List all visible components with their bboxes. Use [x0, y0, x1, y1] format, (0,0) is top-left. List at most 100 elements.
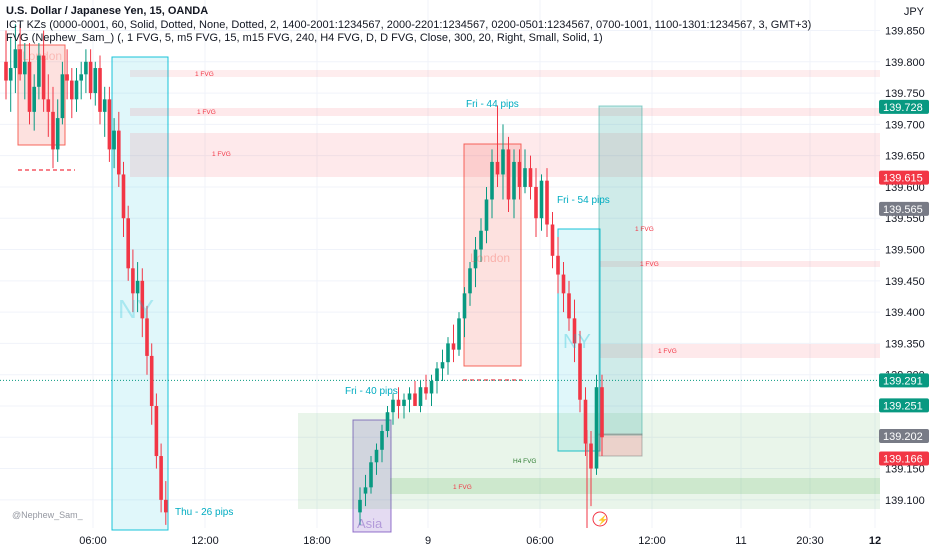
- candle-body: [37, 55, 41, 87]
- candle: [79, 61, 83, 100]
- price-badge-label: 139.251: [883, 400, 923, 412]
- candle-body: [46, 99, 51, 112]
- candle-body: [93, 68, 98, 94]
- candle-body: [407, 393, 412, 400]
- candle-body: [159, 456, 163, 500]
- candle-body: [102, 99, 107, 112]
- candle: [435, 362, 439, 394]
- candle: [424, 374, 428, 400]
- candle-body: [418, 387, 423, 406]
- candle: [65, 49, 69, 100]
- candle-body: [484, 199, 489, 231]
- candle-body: [495, 161, 500, 175]
- candle: [457, 312, 461, 356]
- indicator-fvg[interactable]: FVG (Nephew_Sam_) (, 1 FVG, 5, m5 FVG, 1…: [6, 32, 603, 44]
- price-badge-label: 139.615: [883, 173, 923, 185]
- candle: [154, 393, 159, 469]
- pip-annotation: Thu - 26 pips: [175, 507, 233, 518]
- price-badge: 139.166: [879, 451, 929, 466]
- candle: [8, 36, 13, 112]
- fvg-zone-4: [600, 261, 880, 267]
- candle-body: [594, 387, 599, 469]
- price-badge-bg: [879, 201, 929, 216]
- time-tick-label: 06:00: [526, 535, 554, 547]
- price-badge: 139.202: [879, 429, 929, 444]
- candle: [561, 262, 566, 313]
- candle: [60, 61, 65, 125]
- candle: [374, 443, 379, 475]
- event-marker-icon: [592, 511, 608, 527]
- candle: [528, 155, 533, 200]
- fvg-label: 1 FVG: [658, 348, 677, 355]
- fvg-label: 1 FVG: [195, 71, 214, 78]
- candle: [98, 55, 102, 125]
- candle: [429, 374, 434, 406]
- candle-body: [358, 499, 362, 513]
- session-box-london-1: [17, 44, 66, 146]
- price-badge-bg: [879, 99, 929, 114]
- candle: [402, 393, 406, 419]
- price-badge-label: 139.202: [883, 431, 923, 443]
- candle-body: [572, 318, 577, 344]
- candle: [140, 268, 145, 338]
- candle-body: [446, 343, 450, 363]
- candle: [462, 287, 467, 338]
- candle-body: [451, 343, 456, 350]
- candle-body: [556, 255, 560, 275]
- candle: [440, 349, 445, 381]
- price-badge-bg: [879, 398, 929, 413]
- price-badge-label: 139.166: [883, 454, 923, 466]
- symbol-title[interactable]: U.S. Dollar / Japanese Yen, 15, OANDA: [6, 5, 209, 17]
- fvg-label: 1 FVG: [212, 151, 231, 158]
- candle: [413, 380, 417, 406]
- price-tick-label: 139.650: [885, 151, 925, 163]
- price-axis[interactable]: 139.850 139.800 139.750 139.700 139.650 139.6…: [879, 26, 929, 507]
- candle: [589, 431, 593, 507]
- price-badge-bg: [879, 429, 929, 444]
- candle-body: [545, 180, 549, 225]
- candle: [484, 186, 489, 244]
- candle-body: [13, 49, 18, 69]
- candle: [112, 118, 116, 169]
- indicator-ict-kzs[interactable]: ICT KZs (0000-0001, 60, Solid, Dotted, N…: [6, 18, 812, 31]
- candle-body: [112, 130, 116, 150]
- pip-annotation: Fri - 40 pips: [345, 386, 398, 397]
- fvg-label: 1 FVG: [453, 484, 472, 491]
- zone-labels: 1 FVG 1 FVG 1 FVG 1 FVG 1 FVG 1 FVG H4 FVG 1 FV…: [22, 49, 677, 531]
- candle: [46, 74, 51, 137]
- candle-body: [41, 55, 46, 100]
- price-tick-label: 139.700: [885, 119, 925, 131]
- price-tick-label: 139.350: [885, 338, 925, 350]
- candle-body: [539, 180, 544, 219]
- candle: [51, 86, 55, 169]
- price-tick-label: 139.550: [885, 213, 925, 225]
- candle: [41, 30, 46, 112]
- candle-body: [578, 343, 582, 400]
- candle: [512, 149, 516, 219]
- time-axis[interactable]: 06:00 12:00 18:00 9 06:00 12:00 11 20:30 12: [79, 535, 881, 547]
- candle-body: [74, 80, 79, 100]
- candle: [88, 49, 93, 100]
- candle: [107, 86, 112, 162]
- candle: [159, 443, 163, 513]
- candle-body: [457, 318, 461, 350]
- candle-body: [402, 399, 406, 406]
- candle-body: [164, 499, 168, 513]
- price-badge-bg: [879, 373, 929, 388]
- currency-label: JPY: [903, 6, 924, 18]
- price-badge-label: 139.728: [883, 102, 923, 114]
- price-tick-label: 139.800: [885, 57, 925, 69]
- chart-legend: U.S. Dollar / Japanese Yen, 15, OANDA IC…: [6, 5, 811, 46]
- candle: [567, 280, 571, 331]
- price-badge: 139.291: [879, 373, 929, 388]
- candle-body: [479, 230, 483, 250]
- price-badge: 139.615: [879, 170, 929, 185]
- candle-body: [84, 61, 88, 75]
- candle-body: [473, 249, 478, 269]
- price-tick-label: 139.150: [885, 464, 925, 476]
- price-tick-label: 139.850: [885, 26, 925, 38]
- candle: [93, 61, 98, 106]
- price-badge-bg: [879, 451, 929, 466]
- candle-body: [517, 161, 522, 187]
